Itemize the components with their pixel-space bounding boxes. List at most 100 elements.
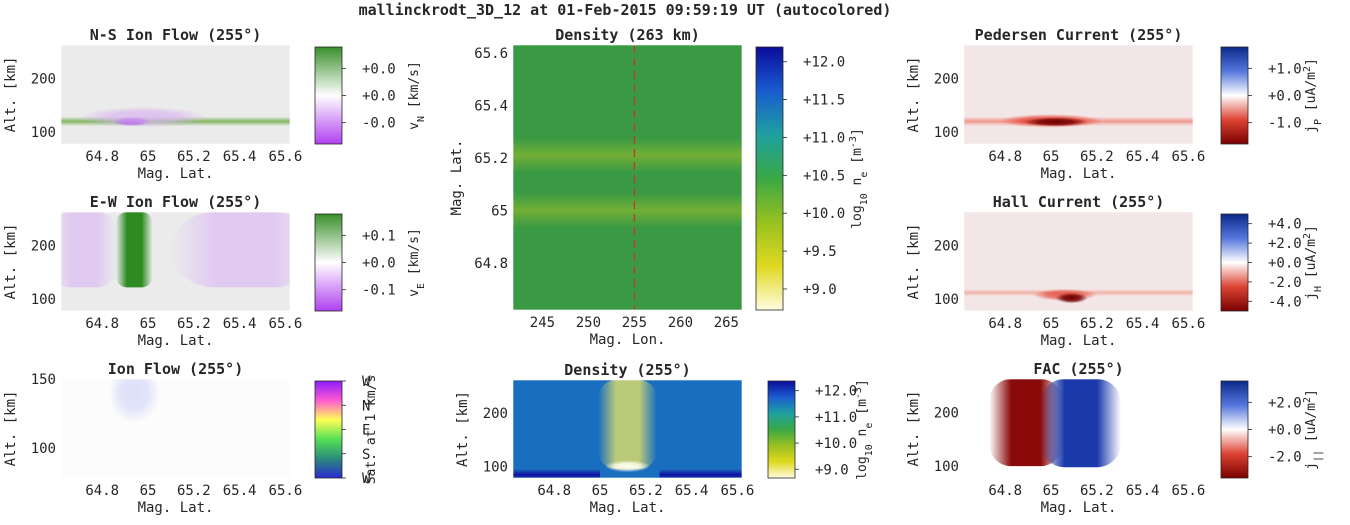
- colorbar-tick-label: -0.0: [362, 116, 396, 132]
- x-axis-label: Mag. Lat.: [138, 333, 214, 349]
- y-tick-label: 100: [31, 125, 56, 141]
- colorbar: [314, 380, 343, 479]
- colorbar-tick-label: +9.0: [815, 462, 849, 478]
- plot-frame: [963, 211, 1194, 312]
- colorbar-tick-label: +2.0: [1268, 395, 1302, 411]
- plot-frame: [963, 378, 1194, 479]
- colorbar: [314, 46, 343, 145]
- plot-frame: [512, 379, 743, 479]
- y-tick-label: 200: [31, 238, 56, 254]
- x-tick-label: 265: [714, 315, 739, 331]
- heatmap-features: [108, 379, 160, 424]
- colorbar: [755, 46, 784, 311]
- colorbar-tick-label: +0.0: [362, 61, 396, 77]
- colorbar-label: jP [uA/m2]: [1302, 58, 1324, 133]
- plot-frame: [963, 44, 1194, 145]
- heatmap-blob: [108, 379, 160, 424]
- heatmap-features: [61, 106, 290, 128]
- x-tick-label: 64.8: [537, 483, 571, 499]
- colorbar-tick-label: +0.0: [1268, 89, 1302, 105]
- colorbar-tick-label: +11.5: [803, 93, 845, 109]
- x-tick-label: 260: [668, 315, 693, 331]
- y-axis-label: Alt. [km]: [906, 224, 922, 300]
- x-tick-label: 65.6: [1172, 316, 1206, 332]
- chart-panel-ew: E-W Ion Flow (255°) 64.8 65 65.2 65.4 65.6 Mag…: [3, 193, 427, 349]
- colorbar-tick-label: +10.5: [803, 168, 845, 184]
- colorbar-tick-label: E: [362, 423, 370, 439]
- colorbar-label: vE [km/s]: [407, 228, 427, 297]
- x-tick-label: 65.4: [1126, 483, 1160, 499]
- colorbar-tick-label: +9.5: [803, 244, 837, 260]
- colorbar: [1220, 380, 1249, 479]
- heatmap-column: [115, 212, 153, 288]
- colorbar-tick-label: +0.0: [1268, 256, 1302, 272]
- heatmap-blob: [605, 460, 650, 473]
- colorbar-label: Sat. at 1 km/s: [364, 375, 379, 485]
- colorbar-tick-label: +1.0: [1268, 61, 1302, 77]
- x-axis-label: Mag. Lat.: [1041, 166, 1117, 182]
- colorbar-tick-label: S: [362, 447, 370, 463]
- y-axis-label: Mag. Lat.: [449, 140, 465, 216]
- colorbar-label: vN [km/s]: [407, 61, 427, 130]
- chart-panel-ion: Ion Flow (255°) 64.8 65 65.2 65.4 65.6 Mag. La…: [3, 360, 379, 516]
- colorbar-tick-label: +10.0: [815, 436, 857, 452]
- chart-title: Pedersen Current (255°): [975, 26, 1183, 44]
- chart-title: Density (263 km): [555, 26, 700, 44]
- x-tick-label: 255: [622, 315, 647, 331]
- colorbar-tick-label: W: [362, 374, 371, 390]
- chart-panel-ns: N-S Ion Flow (255°) 64.8 65 65.2 65.4 65.6 Mag…: [3, 26, 427, 182]
- colorbar-tick-label: +12.0: [815, 384, 857, 400]
- x-tick-label: 65.6: [721, 483, 755, 499]
- x-tick-label: 65: [1043, 483, 1060, 499]
- y-tick-label: 200: [934, 405, 959, 421]
- chart-title: Hall Current (255°): [993, 193, 1165, 211]
- heatmap-column: [170, 212, 290, 288]
- chart-panel-fac: FAC (255°) 64.8 65 65.2 65.4 65.6 Mag. Lat. 100…: [906, 360, 1324, 516]
- plot-background: [513, 45, 742, 310]
- y-tick-label: 100: [934, 459, 959, 475]
- heatmap-band: [513, 137, 742, 173]
- x-tick-label: 65.4: [1126, 149, 1160, 165]
- colorbar-label: jH [uA/m2]: [1302, 225, 1324, 300]
- y-axis-label: Alt. [km]: [3, 57, 19, 133]
- chart-panel-denalt: Density (255°) 64.8 65 65.2 65.4 65.6 Mag. Lat…: [455, 361, 875, 516]
- colorbar-tick-label: -2.0: [1268, 450, 1302, 466]
- colorbar-label: log10 ne [m-3]: [853, 379, 875, 480]
- colorbar-tick-label: -0.1: [362, 283, 396, 299]
- chart-panel-hall: Hall Current (255°) 64.8 65 65.2 65.4 65.6 Mag…: [906, 193, 1324, 349]
- x-tick-label: 64.8: [85, 483, 119, 499]
- plot-background: [61, 379, 290, 478]
- y-axis-label: Alt. [km]: [906, 57, 922, 133]
- heatmap-band: [513, 468, 601, 478]
- x-axis-label: Mag. Lat.: [590, 500, 666, 516]
- x-tick-label: 65.2: [1080, 316, 1114, 332]
- colorbar-tick-label: +0.0: [362, 256, 396, 272]
- heatmap-features: [964, 288, 1193, 304]
- x-tick-label: 65.4: [223, 316, 257, 332]
- x-tick-label: 65.6: [1172, 483, 1206, 499]
- y-axis-label: Alt. [km]: [3, 224, 19, 300]
- x-tick-label: 65.2: [629, 483, 663, 499]
- x-tick-label: 65.6: [269, 316, 303, 332]
- heatmap-blob: [1055, 292, 1088, 304]
- x-tick-label: 65.2: [177, 316, 211, 332]
- colorbar: [1220, 213, 1249, 312]
- colorbar: [767, 380, 796, 479]
- x-axis-label: Mag. Lon.: [590, 332, 666, 348]
- y-tick-label: 65.4: [474, 98, 508, 114]
- x-tick-label: 65.2: [177, 149, 211, 165]
- colorbar-tick-label: +11.0: [803, 130, 845, 146]
- x-tick-label: 65.2: [177, 483, 211, 499]
- x-tick-label: 65: [1043, 149, 1060, 165]
- colorbar-tick-label: +12.0: [803, 55, 845, 71]
- x-axis-label: Mag. Lat.: [138, 500, 214, 516]
- heatmap-features: [964, 114, 1193, 128]
- x-tick-label: 64.8: [85, 316, 119, 332]
- y-tick-label: 200: [934, 238, 959, 254]
- plot-frame: [60, 378, 291, 479]
- colorbar-tick-label: +0.0: [1268, 423, 1302, 439]
- plot-frame: [60, 211, 291, 312]
- heatmap-column: [1040, 379, 1122, 468]
- y-tick-label: 65: [491, 203, 508, 219]
